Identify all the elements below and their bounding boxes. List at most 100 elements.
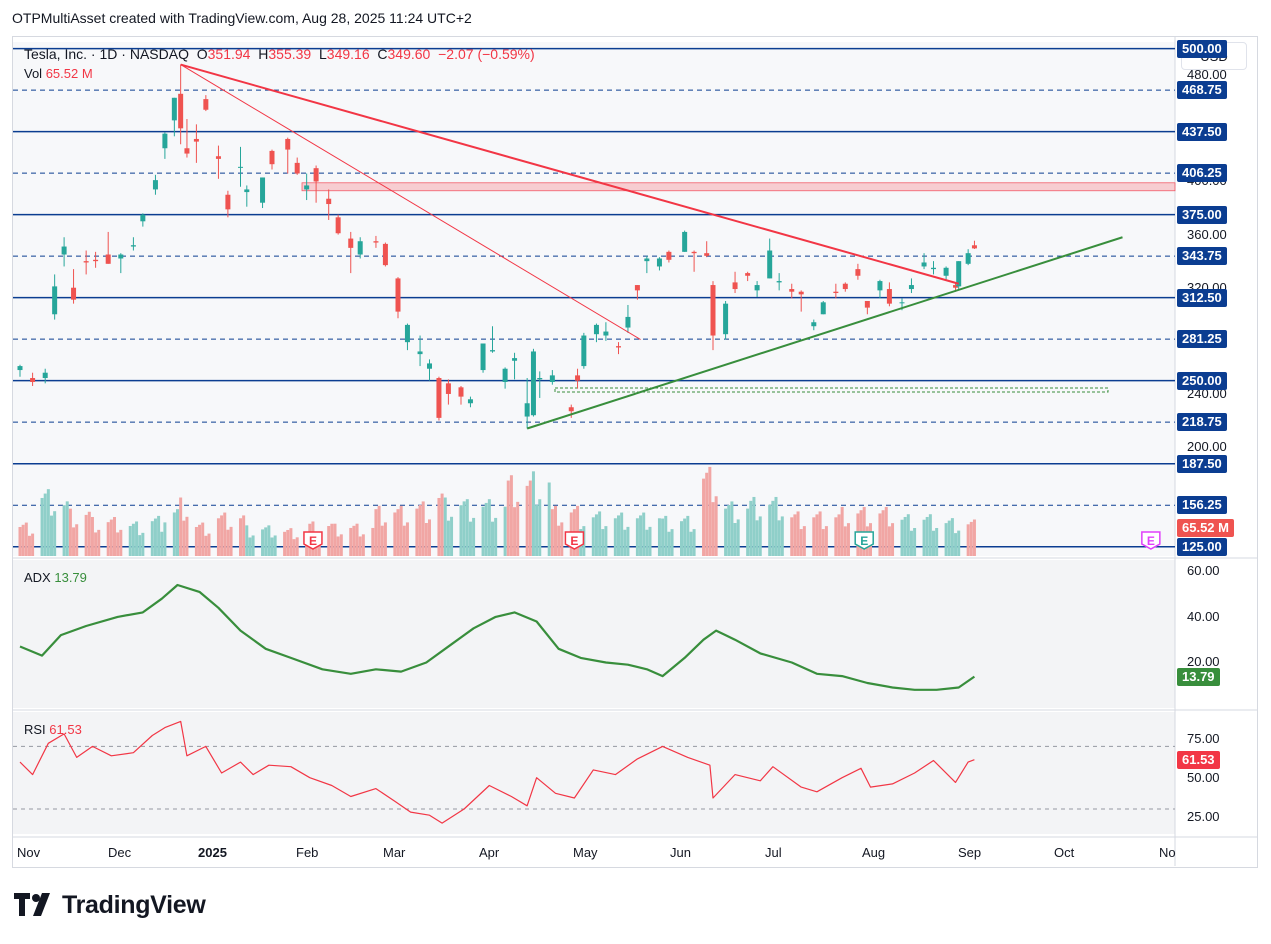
level-tag-437.50[interactable]: 437.50 [1177, 122, 1227, 141]
volume-bar [405, 522, 409, 556]
candle-body [530, 351, 536, 416]
tradingview-logo-text: TradingView [62, 891, 206, 919]
volume-bar [418, 505, 422, 556]
level-tag-312.50[interactable]: 312.50 [1177, 288, 1227, 307]
volume-bar [465, 499, 469, 556]
volume-bar [954, 533, 958, 556]
level-tag-156.25[interactable]: 156.25 [1177, 496, 1227, 515]
volume-bar [97, 529, 101, 556]
candle-body [811, 322, 817, 327]
candle-body [61, 246, 67, 255]
volume-bar [525, 485, 529, 556]
level-tag-343.75[interactable]: 343.75 [1177, 247, 1227, 266]
volume-bar [711, 502, 715, 556]
trendline-uptrend [526, 236, 1123, 430]
candle-body [666, 251, 672, 260]
candle-body [502, 368, 508, 383]
candle-body [593, 324, 599, 335]
candle-body [908, 285, 914, 290]
volume-bar [380, 525, 384, 556]
time-axis-label: Mar [383, 845, 406, 860]
volume-bar [27, 535, 31, 556]
candle-body [357, 241, 363, 255]
candle-body [691, 251, 697, 254]
earnings-marker [303, 531, 323, 550]
candle-body [71, 287, 77, 300]
volume-bar [94, 532, 98, 556]
support-line [554, 387, 1109, 393]
volume-bar [758, 516, 762, 556]
candle-body [644, 258, 650, 262]
volume-bar [576, 505, 580, 556]
price-tick-label: 480.00 [1187, 67, 1227, 83]
volume-bar [966, 524, 970, 556]
volume-bar [84, 514, 88, 556]
candle-body [886, 289, 892, 304]
time-axis-label: No [1159, 845, 1176, 860]
volume-bar [664, 515, 668, 556]
volume-bar [821, 529, 825, 556]
resistance-zone [301, 182, 1176, 192]
tradingview-logo[interactable]: TradingView [14, 891, 206, 920]
time-axis-label: Apr [479, 845, 500, 860]
volume-bar [692, 529, 696, 556]
volume-bar [969, 521, 973, 556]
open-value: 351.94 [207, 46, 251, 62]
volume-bar [283, 531, 287, 556]
level-tag-406.25[interactable]: 406.25 [1177, 164, 1227, 183]
symbol-name: Tesla, Inc. [24, 46, 88, 62]
volume-bar [116, 532, 120, 556]
volume-bar [802, 526, 806, 556]
volume-bar [645, 529, 649, 556]
candle-body [467, 399, 473, 404]
volume-bar [355, 523, 359, 556]
volume-bar [947, 520, 951, 556]
candle-body [776, 281, 782, 283]
volume-bar [661, 518, 665, 556]
candle-body [260, 177, 266, 203]
volume-bar [843, 526, 847, 556]
volume-bar [153, 518, 157, 556]
volume-bar [689, 531, 693, 556]
volume-bar [424, 523, 428, 556]
candle-body [833, 291, 839, 294]
candle-body [30, 378, 36, 383]
volume-bar [617, 515, 620, 556]
volume-bar [613, 518, 617, 556]
level-tag-468.75[interactable]: 468.75 [1177, 81, 1227, 100]
level-tag-250.00[interactable]: 250.00 [1177, 371, 1227, 390]
level-tag-375.00[interactable]: 375.00 [1177, 205, 1227, 224]
volume-bar [733, 523, 737, 556]
level-tag-281.25[interactable]: 281.25 [1177, 330, 1227, 349]
symbol-exchange: NASDAQ [129, 46, 189, 62]
volume-bar [358, 536, 362, 556]
volume-bar [598, 511, 602, 556]
rsi-tick-label: 25.00 [1187, 808, 1220, 824]
volume-bar [554, 505, 557, 556]
level-tag-218.75[interactable]: 218.75 [1177, 413, 1227, 432]
volume-bar [535, 504, 539, 556]
candle-body [877, 281, 883, 291]
level-tag-500.00[interactable]: 500.00 [1177, 39, 1227, 58]
level-tag-187.50[interactable]: 187.50 [1177, 454, 1227, 473]
candle-body [625, 316, 631, 328]
volume-bar [922, 519, 926, 556]
volume-bar [724, 508, 728, 556]
candle-body [842, 283, 848, 290]
volume-bar [150, 521, 154, 556]
volume-bar [972, 519, 976, 556]
volume-bar [106, 522, 110, 556]
volume-bar [109, 519, 113, 556]
level-tag-125.00[interactable]: 125.00 [1177, 537, 1227, 556]
low-value: 349.16 [326, 46, 370, 62]
earnings-marker-label: E [1147, 534, 1155, 548]
volume-bar [90, 517, 94, 556]
candle-body [445, 383, 451, 394]
volume-bar [944, 523, 948, 556]
candle-body [285, 138, 291, 150]
volume-bar [705, 472, 709, 556]
volume-bar [491, 521, 494, 556]
legend-adx: ADX 13.79 [24, 570, 87, 585]
candle-body [244, 189, 250, 193]
